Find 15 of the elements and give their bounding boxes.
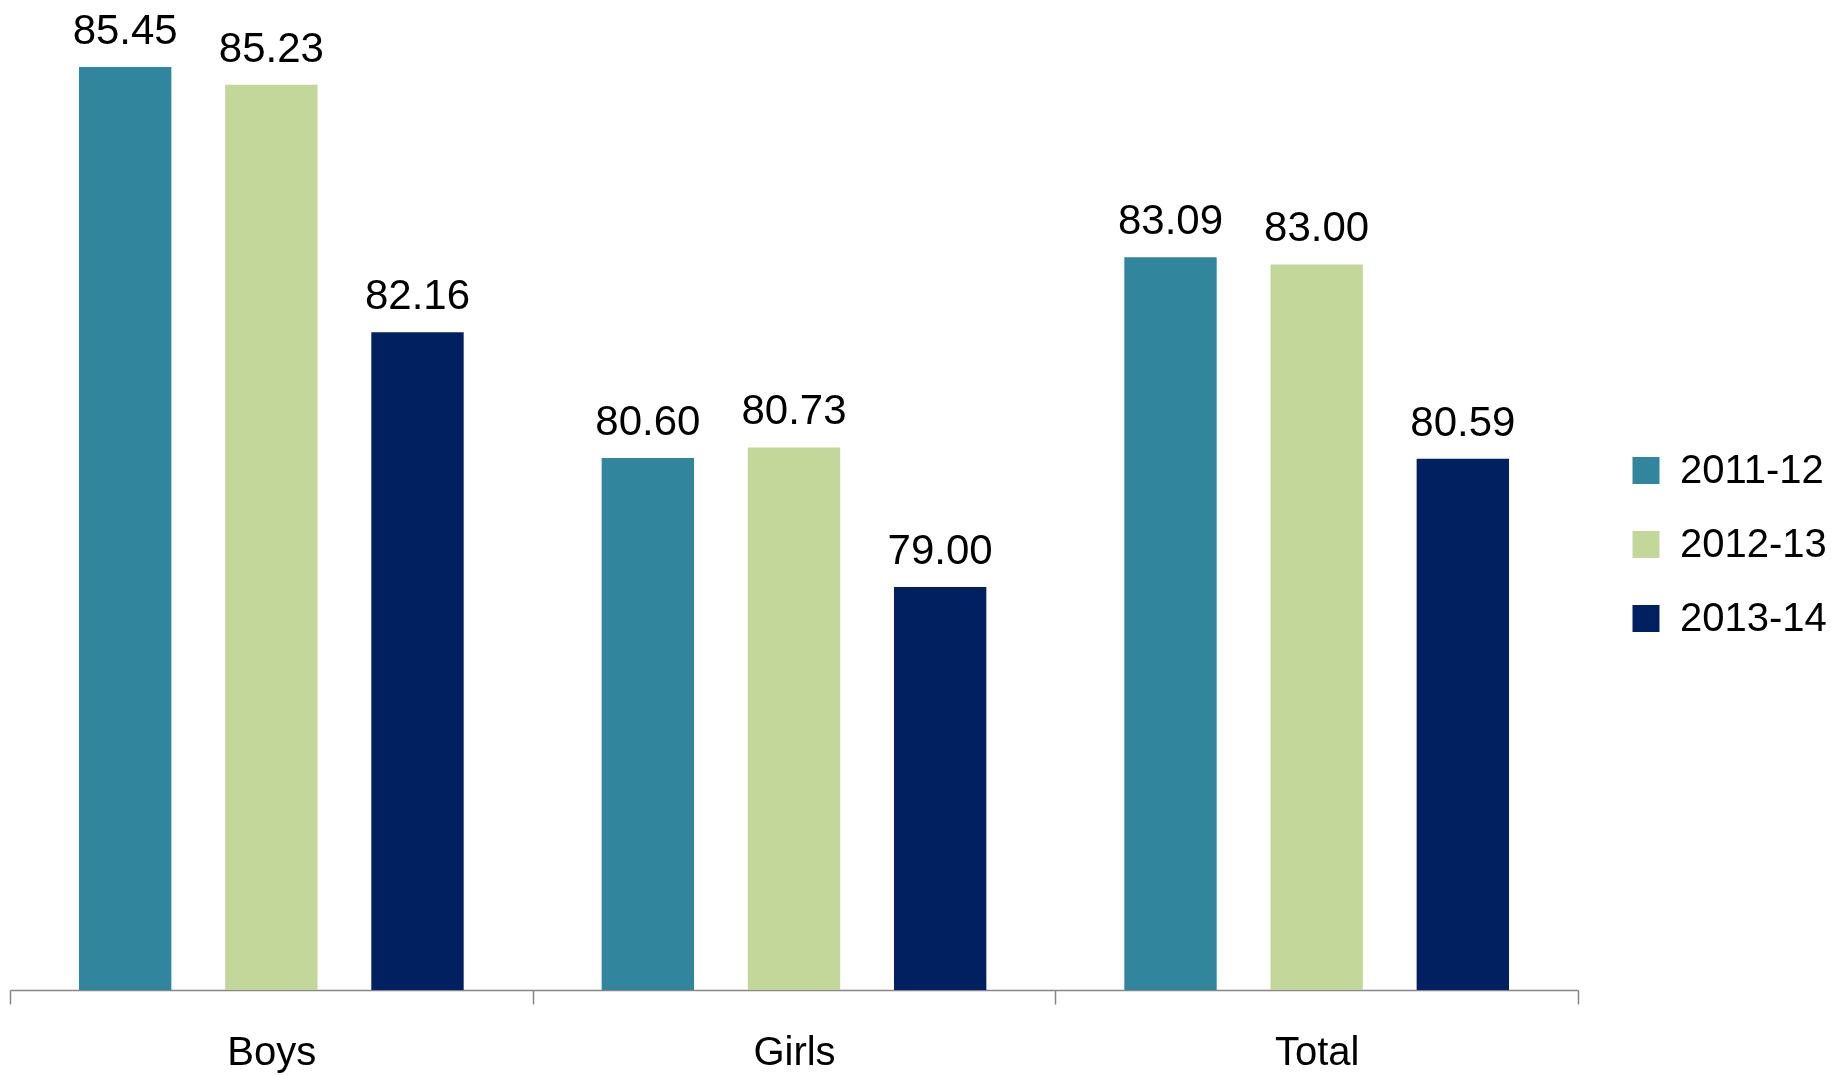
data-label: 85.23 xyxy=(218,23,324,71)
data-label: 79.00 xyxy=(887,525,993,573)
data-label: 80.73 xyxy=(741,386,847,434)
legend-label: 2011-12 xyxy=(1680,446,1824,491)
data-label: 85.45 xyxy=(72,6,178,53)
data-label: 82.16 xyxy=(364,271,471,319)
data-label: 83.00 xyxy=(1264,203,1370,251)
data-label: 83.09 xyxy=(1117,196,1224,244)
data-label: 80.59 xyxy=(1410,397,1516,445)
legend-label: 2012-13 xyxy=(1680,520,1827,565)
x-tick-label: Boys xyxy=(227,1028,317,1073)
data-label: 80.60 xyxy=(595,396,701,444)
x-tick-label: Girls xyxy=(753,1028,836,1073)
legend-label: 2013-14 xyxy=(1680,594,1827,639)
x-tick-label: Total xyxy=(1274,1028,1360,1073)
